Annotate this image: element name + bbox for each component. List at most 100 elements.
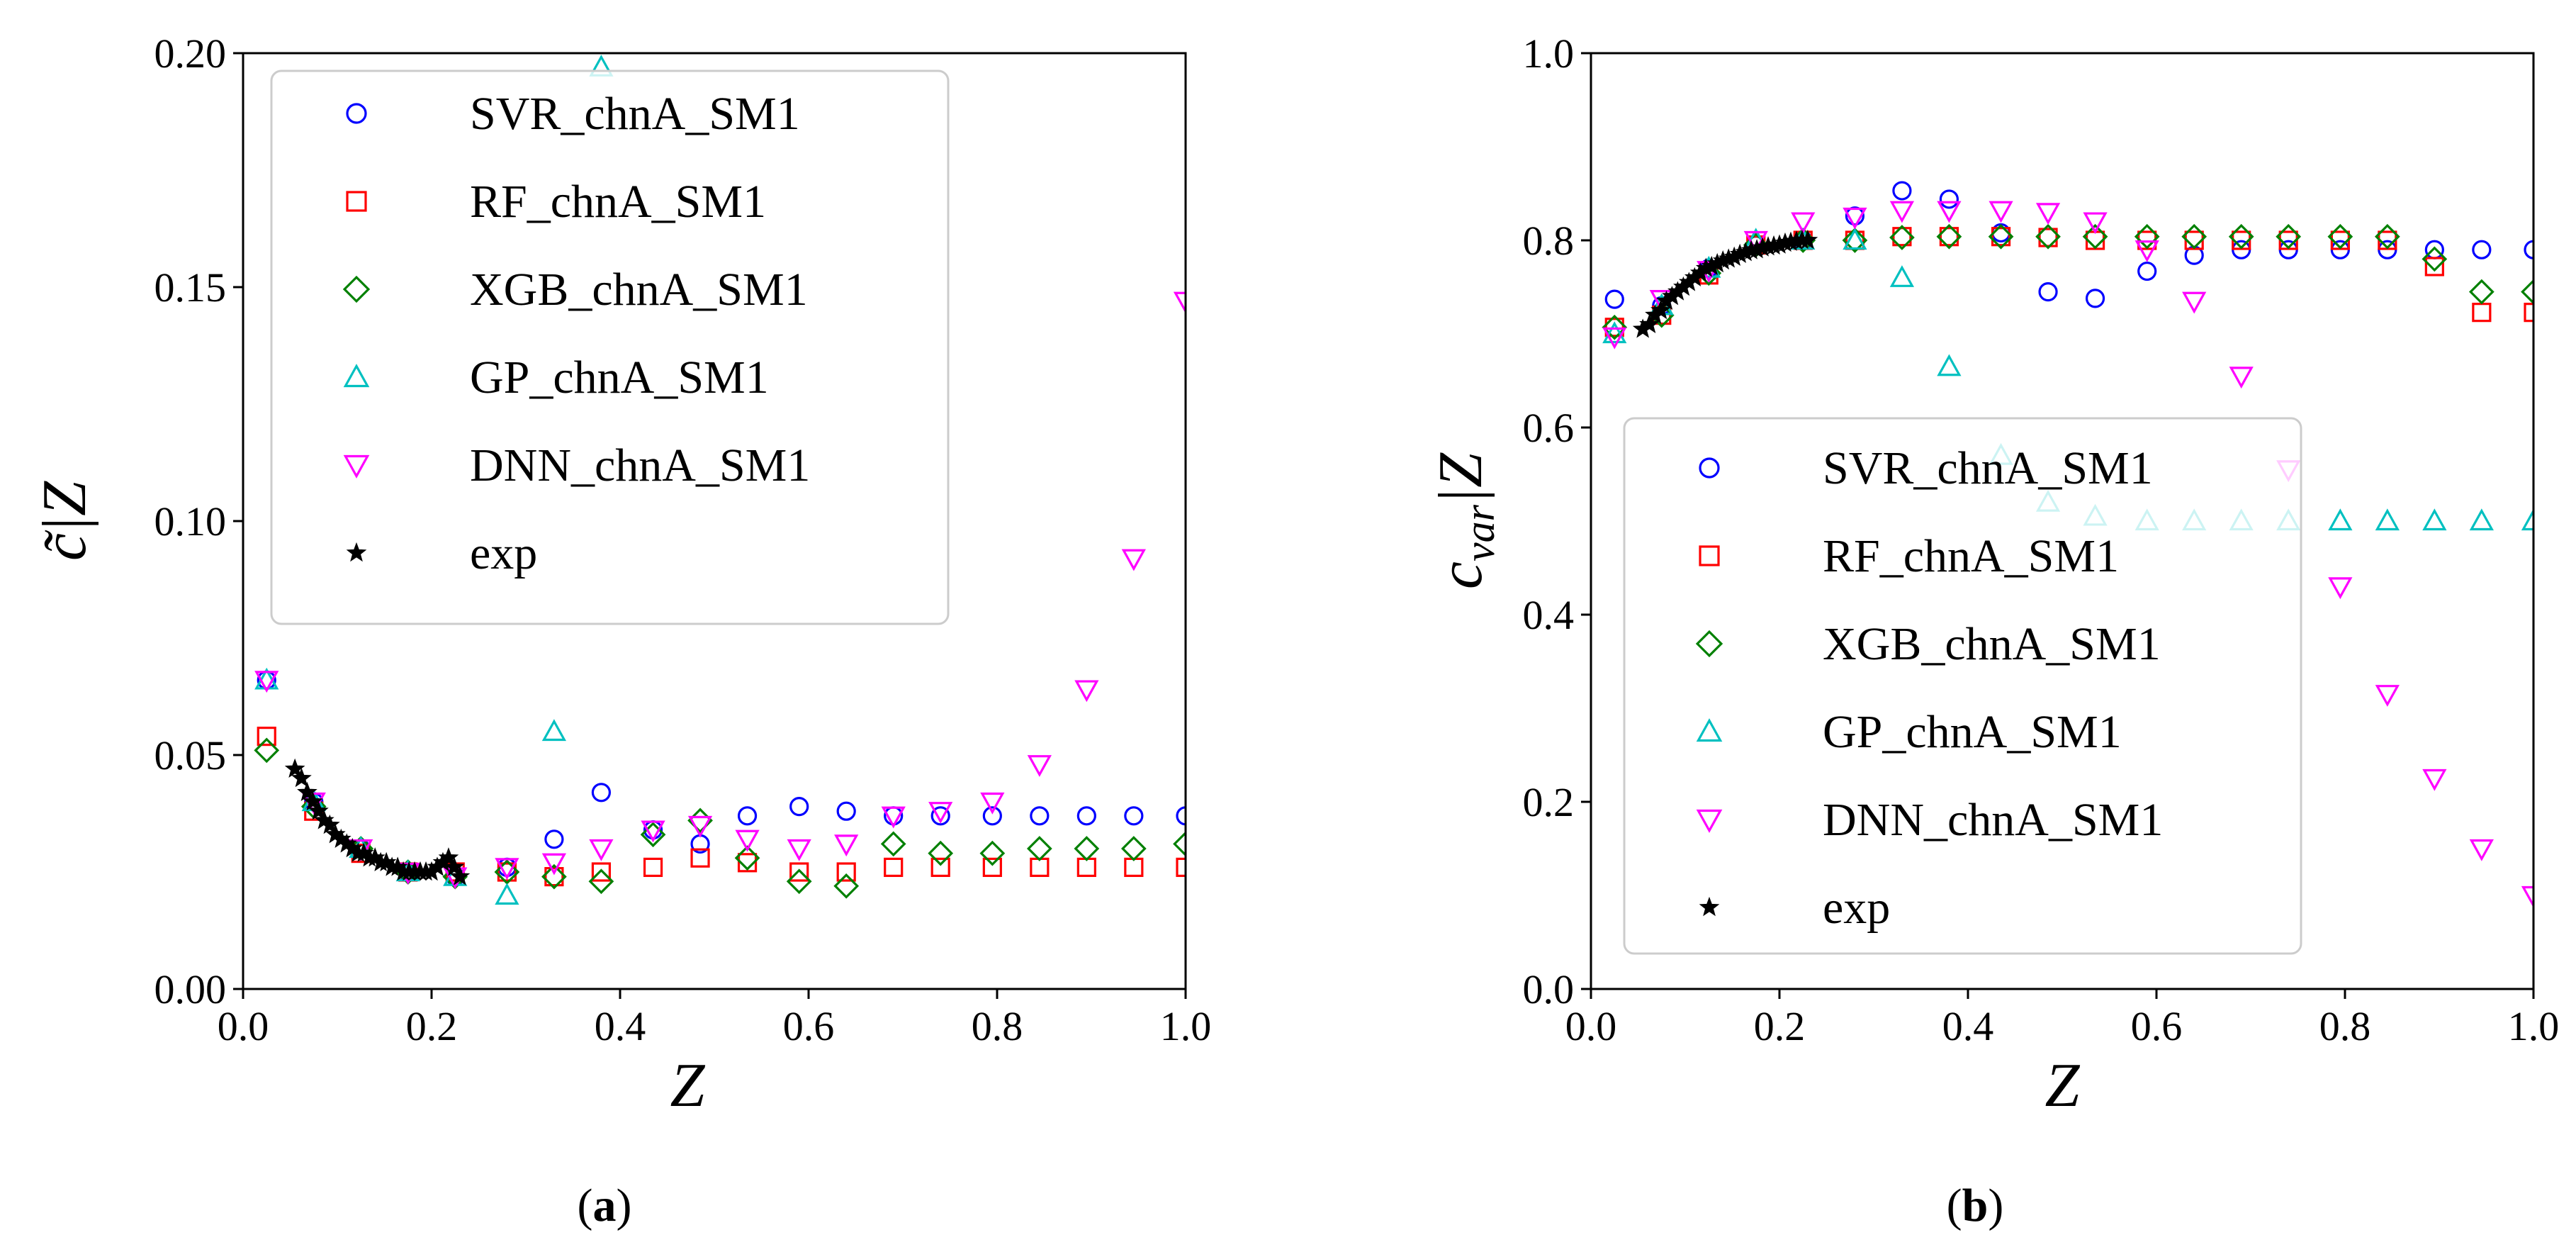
data-point xyxy=(2083,212,2108,235)
chart-b-ylabel-rest: |Z xyxy=(1427,452,1495,505)
legend-item: DNN_chnA_SM1 xyxy=(343,440,810,491)
y-tick-label: 0.8 xyxy=(1523,218,1575,264)
data-point xyxy=(930,806,950,826)
data-point xyxy=(1173,831,1186,857)
data-point xyxy=(541,863,567,890)
chart-a-marks xyxy=(254,55,1186,905)
y-tick-label: 0.00 xyxy=(154,966,227,1012)
data-point xyxy=(2521,885,2533,908)
data-point xyxy=(1074,680,1099,703)
data-point xyxy=(1892,181,1912,201)
y-tick-label: 0.0 xyxy=(1523,966,1575,1012)
x-tick-label: 1.0 xyxy=(1160,1003,1212,1049)
legend-marker xyxy=(346,103,367,124)
chart-a-legend: SVR_chnA_SM1 RF_chnA_SM1 XGB_chnA_SM1 GP_ch… xyxy=(270,69,950,625)
data-point xyxy=(734,845,760,871)
legend-label: GP_chnA_SM1 xyxy=(1823,706,2122,758)
data-point xyxy=(1650,299,1671,320)
legend-marker xyxy=(1699,896,1720,917)
data-point xyxy=(1989,201,2013,223)
x-tick-label: 0.2 xyxy=(406,1003,458,1049)
data-point xyxy=(1030,806,1050,826)
chart-a-xlabel: Z xyxy=(670,1051,706,1120)
data-point xyxy=(495,858,519,881)
data-point xyxy=(1889,201,1915,223)
data-point xyxy=(1076,857,1096,878)
legend-marker xyxy=(343,454,370,479)
chart-a-ylabel: c̃|Z xyxy=(30,481,99,561)
data-point xyxy=(320,814,340,834)
x-tick-label: 0.6 xyxy=(2131,1003,2183,1049)
legend-item: SVR_chnA_SM1 xyxy=(346,88,800,140)
data-point xyxy=(928,802,953,824)
data-point xyxy=(834,834,859,857)
data-point xyxy=(1937,201,1962,223)
chart-b-frame xyxy=(1590,52,2535,990)
data-point xyxy=(591,783,612,803)
data-point xyxy=(2422,246,2448,272)
legend-item: XGB_chnA_SM1 xyxy=(1695,618,2161,670)
data-point xyxy=(544,866,564,887)
data-point xyxy=(2375,508,2400,531)
data-point xyxy=(1120,836,1147,861)
data-point xyxy=(881,806,906,829)
legend-marker xyxy=(1696,809,1723,833)
data-point xyxy=(1176,857,1186,878)
data-point xyxy=(449,866,471,885)
data-point xyxy=(588,868,614,895)
data-point xyxy=(643,857,663,878)
data-point xyxy=(541,719,567,742)
x-tick-label: 0.4 xyxy=(595,1003,646,1049)
data-point xyxy=(1602,314,1628,340)
y-tick-label: 1.0 xyxy=(1523,30,1575,77)
series-exp xyxy=(284,758,471,885)
y-tick-label: 0.4 xyxy=(1523,592,1575,638)
data-point xyxy=(2472,240,2492,259)
legend-item: DNN_chnA_SM1 xyxy=(1696,794,2163,846)
data-point xyxy=(1937,354,1962,376)
y-tick-label: 0.10 xyxy=(154,498,227,544)
data-point xyxy=(254,671,279,693)
data-point xyxy=(687,815,713,838)
data-point xyxy=(982,857,1002,878)
data-point xyxy=(1124,857,1144,878)
chart-a-panel-label: (a) xyxy=(578,1180,632,1231)
legend-item: exp xyxy=(346,527,537,579)
data-point xyxy=(2038,282,2058,302)
data-point xyxy=(1939,227,1959,247)
data-point xyxy=(1936,223,1962,250)
data-point xyxy=(641,820,665,843)
data-point xyxy=(2524,240,2533,259)
data-point xyxy=(544,829,564,849)
y-tick-label: 0.15 xyxy=(154,264,227,311)
data-point xyxy=(980,792,1005,815)
data-point xyxy=(2229,367,2254,389)
data-point xyxy=(2137,261,2157,281)
data-point xyxy=(1843,228,1867,250)
y-tick-label: 0.6 xyxy=(1523,405,1575,451)
x-tick-label: 0.8 xyxy=(972,1003,1023,1049)
data-point xyxy=(2135,240,2159,262)
legend-label: exp xyxy=(470,527,537,579)
data-point xyxy=(2424,257,2444,276)
data-point xyxy=(2038,228,2058,247)
data-point xyxy=(497,862,517,882)
data-point xyxy=(254,737,280,764)
data-point xyxy=(2328,508,2353,531)
plot-area xyxy=(254,55,1186,905)
data-point xyxy=(833,873,860,899)
legend-item: GP_chnA_SM1 xyxy=(343,352,769,403)
legend-label: DNN_chnA_SM1 xyxy=(1823,794,2163,846)
legend-marker xyxy=(1695,630,1723,658)
data-point xyxy=(541,853,567,876)
data-point xyxy=(735,829,760,852)
chart-b-ticks: 0.0 0.2 0.4 0.6 0.8 1.0 0.0 0.2 0.4 0.6 0.8 1.0 xyxy=(1523,30,2560,1049)
data-point xyxy=(1027,755,1052,777)
legend-label: DNN_chnA_SM1 xyxy=(470,440,810,491)
series-exp xyxy=(1632,229,1818,338)
data-point xyxy=(1639,313,1660,333)
data-point xyxy=(737,806,758,826)
chart-b-marks xyxy=(1602,181,2533,908)
x-tick-label: 0.0 xyxy=(1565,1003,1617,1049)
legend-marker xyxy=(346,542,367,562)
